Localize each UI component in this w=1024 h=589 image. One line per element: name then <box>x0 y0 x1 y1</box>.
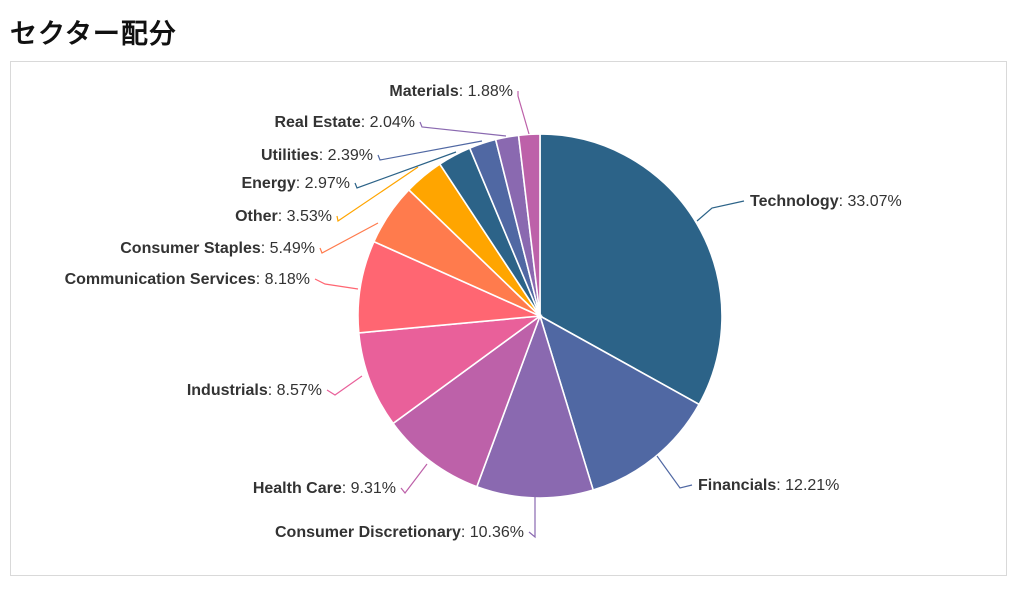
data-label-name: Real Estate <box>274 114 360 131</box>
data-label-value: : 2.04% <box>361 114 415 131</box>
leader-line-utilities <box>377 140 483 161</box>
data-label-value: : 2.97% <box>296 175 350 192</box>
data-label-industrials: Industrials: 8.57% <box>187 382 322 399</box>
data-label-name: Other <box>235 208 278 225</box>
page-title: セクター配分 <box>10 19 177 50</box>
leader-line-consumer-staples <box>319 222 379 254</box>
data-label-value: : 10.36% <box>461 524 524 541</box>
data-label-other: Other: 3.53% <box>235 208 332 225</box>
leader-line-real-estate <box>419 121 507 137</box>
data-label-name: Consumer Discretionary <box>275 524 461 541</box>
data-label-value: : 5.49% <box>261 240 315 257</box>
pie-slices <box>357 133 723 499</box>
data-label-name: Industrials <box>187 382 268 399</box>
data-label-name: Communication Services <box>65 271 256 288</box>
data-label-value: : 3.53% <box>278 208 332 225</box>
data-label-consumer-staples: Consumer Staples: 5.49% <box>120 240 315 257</box>
data-label-technology: Technology: 33.07% <box>750 193 902 210</box>
pie-slice-health-care[interactable] <box>391 313 542 488</box>
data-label-name: Materials <box>389 83 458 100</box>
pie-slice-materials[interactable] <box>517 133 541 317</box>
data-label-name: Health Care <box>253 480 342 497</box>
data-label-name: Energy <box>241 175 295 192</box>
data-label-health-care: Health Care: 9.31% <box>253 480 396 497</box>
leader-line-technology <box>696 200 745 222</box>
leader-line-communication-services <box>314 278 359 290</box>
leader-line-consumer-discretionary <box>528 497 536 539</box>
data-label-utilities: Utilities: 2.39% <box>261 147 373 164</box>
data-label-name: Consumer Staples <box>120 240 261 257</box>
pie-slice-industrials[interactable] <box>357 314 543 425</box>
data-label-real-estate: Real Estate: 2.04% <box>274 114 415 131</box>
leader-line-health-care <box>400 463 428 494</box>
leader-line-industrials <box>326 375 363 396</box>
leader-line-financials <box>656 455 693 489</box>
leader-line-energy <box>354 151 457 189</box>
leader-line-materials <box>517 91 530 135</box>
pie-slice-communication-services[interactable] <box>357 240 544 334</box>
data-label-value: : 12.21% <box>776 477 839 494</box>
data-label-consumer-discretionary: Consumer Discretionary: 10.36% <box>275 524 524 541</box>
data-label-value: : 8.57% <box>268 382 322 399</box>
data-label-value: : 9.31% <box>342 480 396 497</box>
data-label-value: : 1.88% <box>459 83 513 100</box>
data-label-financials: Financials: 12.21% <box>698 477 839 494</box>
data-labels: Technology: 33.07% Financials: 12.21% Cons… <box>65 83 902 541</box>
data-label-materials: Materials: 1.88% <box>389 83 513 100</box>
pie-slice-technology[interactable] <box>539 133 723 406</box>
leader-lines <box>314 91 745 539</box>
data-label-value: : 8.18% <box>256 271 310 288</box>
data-label-value: : 2.39% <box>319 147 373 164</box>
data-label-name: Financials <box>698 477 776 494</box>
data-label-name: Technology <box>750 193 839 210</box>
data-label-energy: Energy: 2.97% <box>241 175 350 192</box>
leader-line-other <box>336 166 419 223</box>
data-label-name: Utilities <box>261 147 319 164</box>
data-label-communication-services: Communication Services: 8.18% <box>65 271 310 288</box>
data-label-value: : 33.07% <box>839 193 902 210</box>
pie-slice-financials[interactable] <box>538 314 701 492</box>
